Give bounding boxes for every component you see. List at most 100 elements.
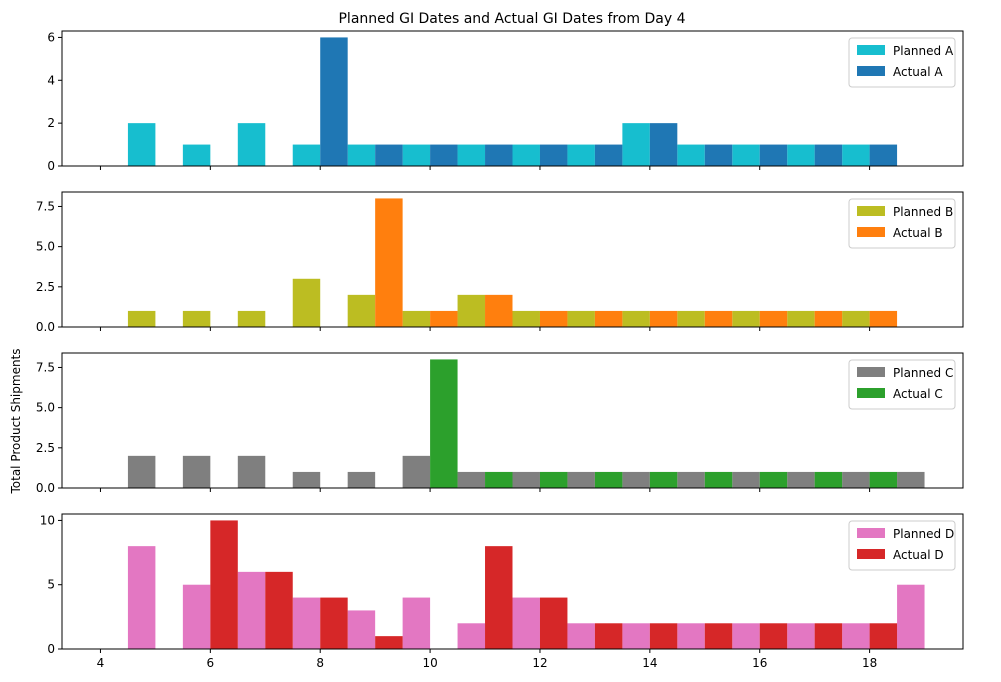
x-tick-label: 16: [752, 656, 767, 670]
bar: [567, 144, 595, 166]
y-tick-label: 5.0: [36, 240, 55, 254]
bar: [127, 455, 156, 488]
y-tick-label: 2.5: [36, 441, 55, 455]
y-tick-label: 0.0: [36, 481, 55, 495]
y-tick-label: 7.5: [36, 360, 55, 374]
bar: [732, 144, 760, 166]
legend-label: Planned B: [893, 205, 953, 219]
bar: [567, 310, 595, 327]
y-tick-label: 2: [47, 116, 55, 130]
bar: [594, 471, 623, 488]
bar: [127, 546, 156, 649]
y-tick-label: 6: [47, 30, 55, 44]
bar: [759, 144, 788, 166]
bar: [292, 471, 321, 488]
bar: [732, 310, 760, 327]
bar: [842, 310, 870, 327]
bar: [347, 610, 376, 649]
subplot-3: 0.0 2.5 5.0 7.5 Planned C Actual C: [36, 352, 964, 495]
legend-swatch: [857, 45, 885, 55]
bar: [787, 623, 815, 649]
legend-label: Actual D: [893, 548, 944, 562]
bar: [320, 597, 348, 649]
bar: [759, 471, 788, 488]
bar: [265, 571, 293, 649]
bar: [704, 144, 733, 166]
x-tick-label: 10: [422, 656, 437, 670]
legend-label: Planned C: [893, 366, 953, 380]
bar: [430, 359, 458, 488]
legend: Planned C Actual C: [848, 359, 956, 410]
bar: [732, 471, 760, 488]
plot-frame: [61, 30, 964, 167]
bar: [869, 471, 898, 488]
bar: [869, 144, 898, 166]
legend-label: Planned A: [893, 44, 954, 58]
bar: [842, 144, 870, 166]
chart-panels: 0 2 4 6 Planned A Actual A 0.0 2.5 5.0 7.5 Planned…: [36, 30, 964, 670]
bar: [622, 123, 650, 166]
bar: [237, 123, 266, 166]
bar: [539, 144, 568, 166]
legend-label: Actual C: [893, 387, 943, 401]
y-tick-label: 0: [47, 642, 55, 656]
bar: [457, 294, 486, 327]
y-tick-label: 5.0: [36, 401, 55, 415]
x-tick-label: 14: [642, 656, 657, 670]
legend-swatch: [857, 206, 885, 216]
y-tick-label: 5: [47, 578, 55, 592]
bar: [320, 37, 348, 166]
bar: [567, 471, 595, 488]
bar: [814, 144, 843, 166]
y-tick-label: 0.0: [36, 320, 55, 334]
bar: [347, 144, 376, 166]
bar: [622, 623, 650, 649]
bar: [869, 310, 898, 327]
bar: [677, 471, 705, 488]
bar: [485, 294, 513, 327]
legend: Planned B Actual B: [848, 198, 956, 249]
bar: [897, 584, 925, 649]
y-tick-label: 4: [47, 73, 55, 87]
bar: [704, 310, 733, 327]
y-tick-label: 0: [47, 159, 55, 173]
bar: [402, 144, 431, 166]
bar: [182, 144, 211, 166]
legend-label: Actual A: [893, 65, 943, 79]
bar: [375, 144, 403, 166]
bar: [430, 310, 458, 327]
bar: [485, 144, 513, 166]
bar: [347, 471, 376, 488]
bar: [457, 144, 486, 166]
bar: [347, 294, 376, 327]
x-tick-label: 4: [97, 656, 105, 670]
bar: [402, 310, 431, 327]
y-tick-label: 10: [40, 513, 55, 527]
bar: [677, 623, 705, 649]
bar: [897, 471, 925, 488]
bar: [457, 471, 486, 488]
legend-swatch: [857, 549, 885, 559]
legend-swatch: [857, 66, 885, 76]
x-tick-label: 6: [207, 656, 215, 670]
bar: [787, 144, 815, 166]
bar: [649, 623, 678, 649]
bar: [594, 144, 623, 166]
x-tick-label: 12: [532, 656, 547, 670]
bar: [704, 623, 733, 649]
bar: [292, 597, 321, 649]
chart-title: Planned GI Dates and Actual GI Dates fro…: [338, 11, 685, 27]
x-tick-label: 8: [316, 656, 324, 670]
legend-label: Actual B: [893, 226, 943, 240]
y-tick-label: 2.5: [36, 280, 55, 294]
bar: [732, 623, 760, 649]
bar: [704, 471, 733, 488]
bar: [182, 310, 211, 327]
bar: [485, 471, 513, 488]
bar: [457, 623, 486, 649]
plot-frame: [61, 513, 964, 650]
bar: [182, 584, 211, 649]
bar: [292, 278, 321, 327]
bar: [842, 623, 870, 649]
bar: [127, 310, 156, 327]
